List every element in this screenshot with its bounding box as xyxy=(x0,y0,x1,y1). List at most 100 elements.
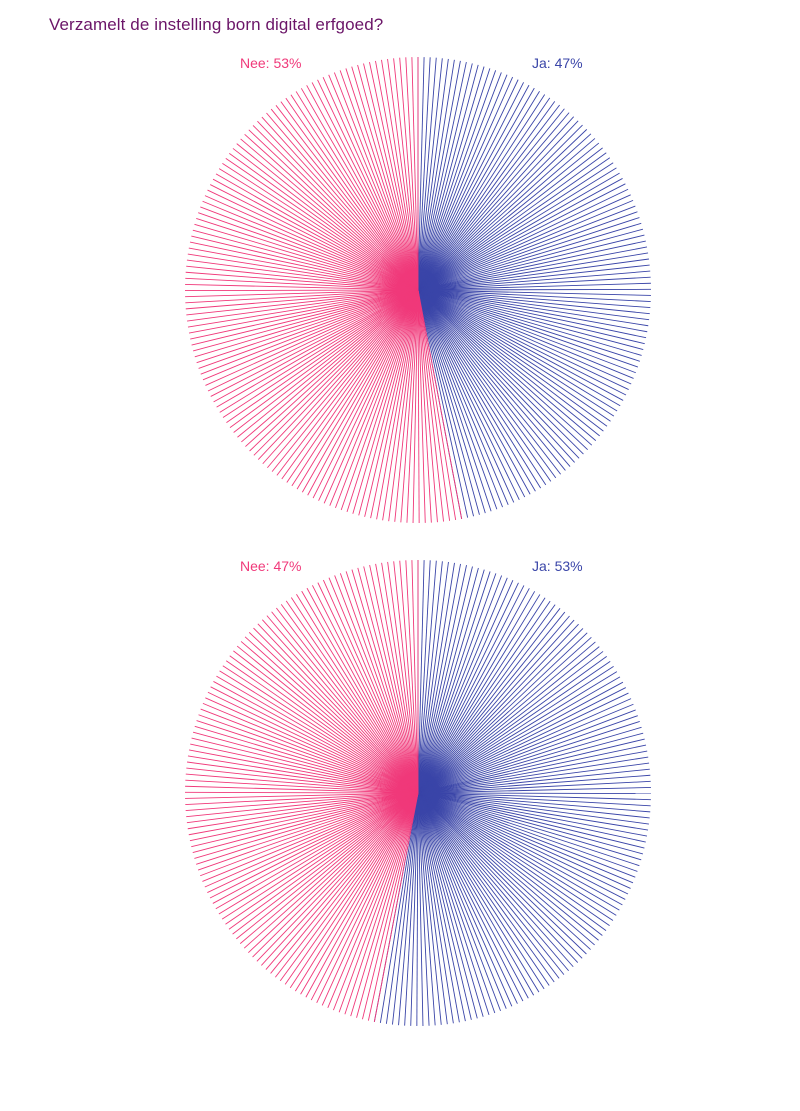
pie-ray-ja xyxy=(417,289,531,495)
pie-ray-ja xyxy=(417,792,583,959)
pie-ray-ja xyxy=(417,709,636,794)
pie-ray-ja xyxy=(417,246,648,291)
pie-ray-ja xyxy=(416,792,419,1027)
pie-ray-nee xyxy=(301,289,419,493)
pie-ray-nee xyxy=(233,650,419,794)
pie-ray-nee xyxy=(393,58,419,291)
pie-ray-ja xyxy=(417,594,541,794)
pie-ray-nee xyxy=(249,289,419,452)
pie-ray-nee xyxy=(405,560,419,794)
pie-ray-nee xyxy=(229,655,419,794)
pie-ray-ja xyxy=(417,792,651,801)
pie-ray-ja xyxy=(417,68,491,291)
pie-ray-ja xyxy=(417,240,646,291)
pie-ray-ja xyxy=(417,726,642,794)
pie-ray-nee xyxy=(291,289,419,487)
legend-nee-2: Nee: 47% xyxy=(240,558,302,574)
pie-ray-ja xyxy=(417,112,570,291)
pie-ray-ja xyxy=(417,623,579,794)
pie-ray-ja xyxy=(417,573,497,794)
pie-ray-nee xyxy=(306,587,419,794)
pie-ray-nee xyxy=(369,62,419,291)
pie-ray-ja xyxy=(417,101,556,291)
pie-ray-nee xyxy=(290,94,419,291)
pie-ray-nee xyxy=(188,792,419,836)
pie-ray-ja xyxy=(417,199,634,291)
pie-ray-nee xyxy=(226,289,419,423)
pie-ray-ja xyxy=(417,560,431,794)
pie-ray-ja xyxy=(417,58,443,291)
pie-ray-nee xyxy=(216,289,419,408)
pie-ray-ja xyxy=(417,289,624,401)
pie-ray-ja xyxy=(417,792,484,1017)
pie-ray-ja xyxy=(417,289,588,451)
pie-ray-ja xyxy=(417,72,502,291)
pie-ray-nee xyxy=(328,577,419,794)
pie-ray-nee xyxy=(222,665,419,794)
pie-ray-nee xyxy=(191,235,419,291)
pie-ray-nee xyxy=(225,792,419,925)
pie-ray-nee xyxy=(186,792,419,824)
pie-slice-ja xyxy=(417,57,652,519)
pie-ray-nee xyxy=(187,761,419,794)
pie-ray-nee xyxy=(329,289,419,506)
pie-ray-ja xyxy=(417,792,649,831)
pie-ray-ja xyxy=(417,124,583,291)
pie-ray-ja xyxy=(417,289,615,417)
pie-ray-ja xyxy=(417,636,592,794)
pie-ray-ja xyxy=(417,57,437,291)
pie-ray-nee xyxy=(357,64,419,291)
pie-ray-ja xyxy=(417,792,540,993)
pie-ray-nee xyxy=(381,59,419,291)
pie-ray-nee xyxy=(185,779,419,794)
pie-ray-nee xyxy=(317,79,419,291)
pie-ray-ja xyxy=(417,792,550,986)
pie-ray-ja xyxy=(417,563,461,794)
pie-ray-ja xyxy=(417,792,651,813)
pie-ray-nee xyxy=(210,686,419,794)
pie-ray-ja xyxy=(417,289,597,441)
pie-ray-ja xyxy=(417,567,479,794)
pie-ray-ja xyxy=(417,289,571,467)
pie-ray-ja xyxy=(417,715,638,794)
pie-ray-nee xyxy=(376,289,419,520)
pie-ray-ja xyxy=(417,264,650,291)
pie-ray-ja xyxy=(417,792,617,916)
pie-ray-ja xyxy=(417,792,460,1023)
pie-ray-nee xyxy=(184,791,419,794)
pie-ray-nee xyxy=(405,57,419,291)
pie-ray-ja xyxy=(417,655,607,794)
pie-ray-nee xyxy=(222,163,419,291)
pie-ray-ja xyxy=(417,628,584,794)
pie-ray-nee xyxy=(239,792,419,944)
pie-ray-nee xyxy=(244,636,419,794)
pie-ray-nee xyxy=(202,792,419,882)
pie-ray-ja xyxy=(417,289,634,379)
pie-ray-nee xyxy=(221,792,419,920)
pie-ray-ja xyxy=(417,289,632,385)
pie-ray-ja xyxy=(417,792,650,819)
pie-ray-nee xyxy=(387,561,419,794)
pie-ray-nee xyxy=(186,265,419,291)
pie-ray-nee xyxy=(321,792,419,1006)
pie-ray-nee xyxy=(207,691,419,794)
pie-ray-nee xyxy=(245,289,419,447)
pie-ray-ja xyxy=(417,270,651,291)
pie-ray-nee xyxy=(300,88,419,291)
pie-ray-ja xyxy=(417,289,584,455)
pie-ray-nee xyxy=(222,289,419,418)
pie-ray-nee xyxy=(262,289,419,465)
pie-ray-nee xyxy=(185,773,419,794)
pie-ray-ja xyxy=(417,792,496,1014)
pie-ray-ja xyxy=(417,792,614,921)
pie-ray-ja xyxy=(417,756,649,794)
pie-ray-nee xyxy=(248,129,419,291)
pie-ray-ja xyxy=(417,619,575,794)
pie-ray-nee xyxy=(285,600,419,794)
pie-ray-nee xyxy=(339,70,419,291)
pie-ray-ja xyxy=(417,792,634,884)
pie-ray-nee xyxy=(261,619,419,794)
pie-ray-nee xyxy=(323,289,419,504)
pie-ray-ja xyxy=(417,289,618,412)
pie-ray-nee xyxy=(417,289,426,523)
